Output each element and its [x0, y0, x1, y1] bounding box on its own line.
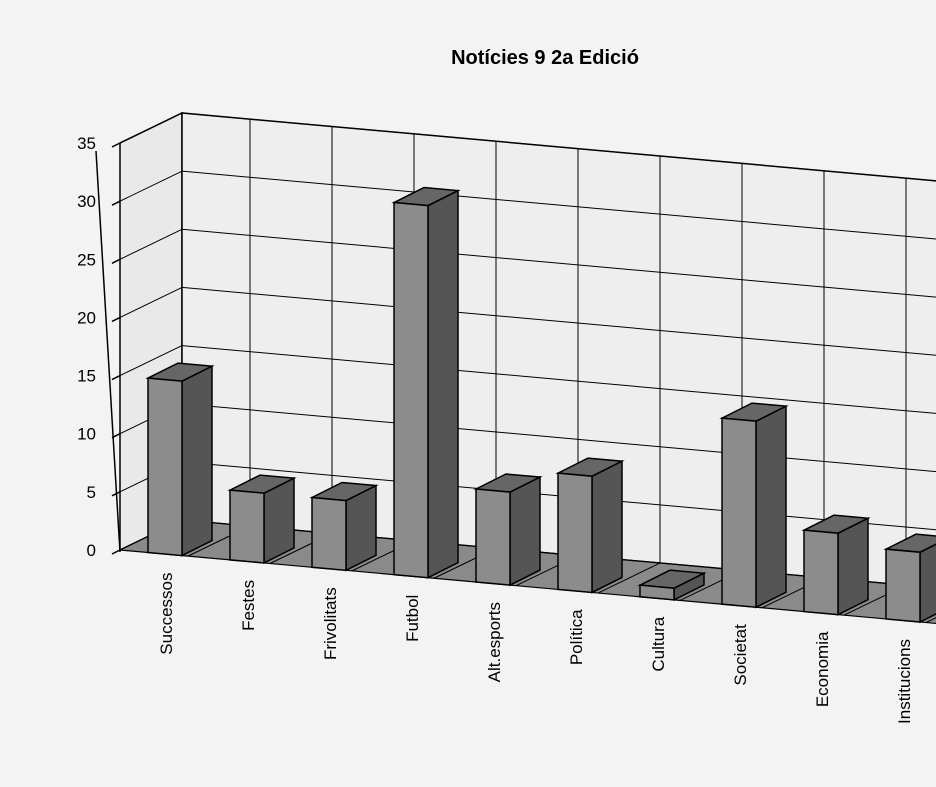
bar-front	[721, 417, 757, 609]
bar-side	[591, 459, 623, 594]
x-tick-label: Cultura	[649, 616, 668, 671]
x-tick-label: Festes	[239, 580, 258, 631]
bar	[309, 481, 379, 572]
bar-front	[229, 489, 265, 564]
bar-front	[311, 496, 347, 572]
bar-side	[755, 404, 787, 609]
chart-title: Notícies 9 2a Edició	[451, 47, 639, 69]
x-tick-label: Successos	[157, 573, 176, 655]
bar	[883, 533, 936, 624]
bar-side	[837, 517, 869, 616]
grid-line	[181, 286, 936, 356]
y-tick-label: 15	[77, 367, 96, 386]
bar-front	[803, 529, 839, 616]
bar	[801, 514, 871, 616]
grid-line	[119, 112, 183, 144]
grid-line	[119, 170, 183, 202]
bar-front	[475, 488, 511, 586]
bar	[637, 569, 707, 602]
grid-line	[181, 345, 936, 414]
bar	[719, 402, 789, 609]
grid-line	[119, 286, 183, 318]
y-tick-label: 30	[77, 192, 96, 211]
y-axis	[95, 150, 121, 553]
bar	[391, 186, 461, 579]
bar-front	[147, 377, 183, 557]
grid-line	[119, 345, 183, 377]
y-tick	[111, 258, 121, 264]
x-tick-label: Institucions	[895, 639, 914, 724]
y-tick-label: 0	[87, 541, 96, 560]
y-tick	[111, 200, 121, 206]
floor-divider	[597, 562, 661, 594]
y-tick-label: 5	[87, 483, 96, 502]
x-tick-label: Economia	[813, 631, 832, 707]
grid-line	[181, 228, 936, 298]
y-tick-label: 20	[77, 308, 96, 327]
bar	[145, 362, 215, 557]
y-tick	[111, 316, 121, 323]
x-tick-label: Frivolitats	[321, 587, 340, 660]
bar-front	[885, 548, 921, 623]
bar-front	[393, 201, 429, 579]
grid-line	[119, 228, 183, 260]
x-tick-label: Futbol	[403, 595, 422, 642]
y-tick-label: 35	[77, 134, 96, 153]
x-tick-label: Societat	[731, 624, 750, 686]
grid-line	[181, 403, 936, 473]
x-tick-label: Alt.esports	[485, 602, 504, 682]
y-tick	[111, 142, 121, 148]
y-tick	[111, 549, 121, 555]
y-tick-label: 25	[77, 250, 96, 269]
bar	[555, 457, 625, 594]
bar	[473, 473, 543, 587]
y-tick-label: 10	[77, 425, 96, 444]
grid-line	[181, 170, 936, 240]
x-tick-label: Política	[567, 609, 586, 665]
bar	[227, 474, 297, 565]
bar-side	[509, 475, 541, 587]
bar-side	[427, 189, 459, 579]
bar-front	[639, 584, 675, 601]
grid-line	[181, 112, 936, 182]
bar-front	[557, 472, 593, 594]
bar-side	[181, 364, 213, 557]
y-tick	[111, 374, 121, 381]
